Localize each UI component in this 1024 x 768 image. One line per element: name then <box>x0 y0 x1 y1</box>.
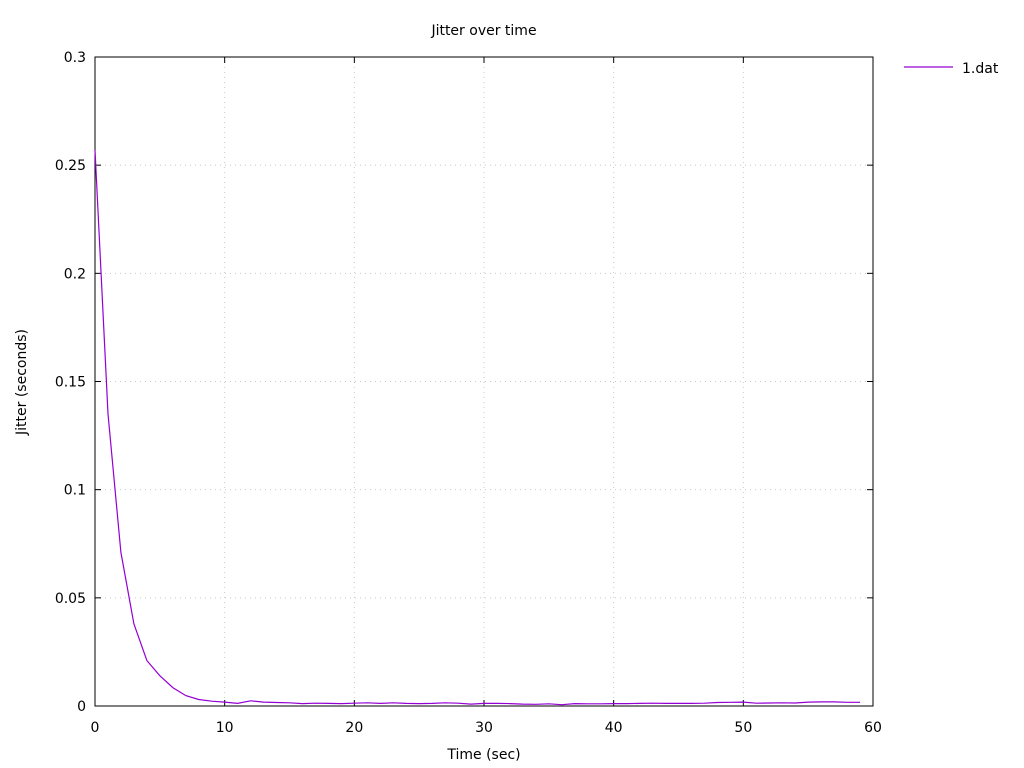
chart-title: Jitter over time <box>430 23 536 39</box>
y-tick-label: 0.25 <box>55 158 86 174</box>
series-group <box>94 149 860 706</box>
grid-lines <box>95 57 873 706</box>
plot-frame <box>94 56 874 707</box>
legend-label: 1.dat <box>962 61 999 77</box>
y-tick-label: 0.3 <box>64 50 86 66</box>
x-tick-label: 0 <box>91 720 100 736</box>
x-tick-label: 60 <box>864 720 882 736</box>
x-tick-label: 40 <box>605 720 623 736</box>
y-tick-label: 0.1 <box>64 483 86 499</box>
y-tick-label: 0.15 <box>55 375 86 391</box>
x-tick-label: 10 <box>216 720 234 736</box>
y-axis-tick-labels: 0 0.05 0.1 0.15 0.2 0.25 0.3 <box>55 50 86 715</box>
x-tick-label: 30 <box>475 720 493 736</box>
series-line <box>94 149 860 706</box>
axis-ticks <box>94 56 874 707</box>
x-axis-label: Time (sec) <box>446 747 520 763</box>
y-axis-label: Jitter (seconds) <box>14 329 30 436</box>
y-tick-label: 0 <box>77 699 86 715</box>
legend: 1.dat <box>904 61 999 77</box>
y-tick-label: 0.2 <box>64 266 86 282</box>
x-tick-label: 20 <box>345 720 363 736</box>
x-axis-tick-labels: 0 10 20 30 40 50 60 <box>91 720 882 736</box>
x-tick-label: 50 <box>734 720 752 736</box>
y-tick-label: 0.05 <box>55 591 86 607</box>
